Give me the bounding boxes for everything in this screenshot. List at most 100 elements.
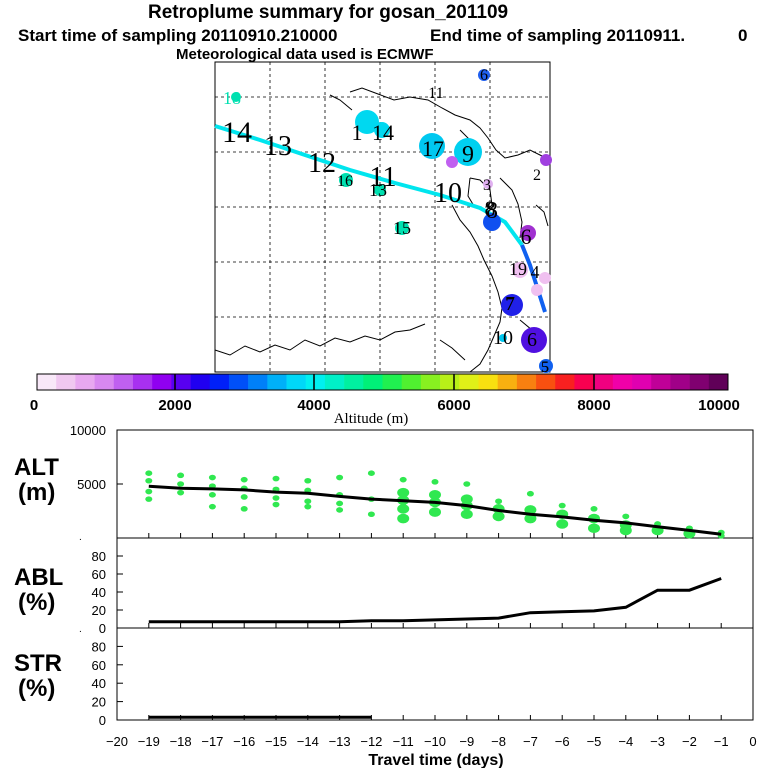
colorbar-swatch xyxy=(363,374,383,390)
alt-spread-dot xyxy=(145,488,153,495)
alt-zero-dot: . xyxy=(79,532,82,543)
colorbar-swatch xyxy=(248,374,268,390)
abl-panel-label: ABL xyxy=(14,564,63,591)
colorbar-swatch xyxy=(56,374,76,390)
alt-spread-dot xyxy=(463,481,471,487)
abl-panel-frame xyxy=(116,537,754,629)
plume-day-label: 1 xyxy=(352,120,363,145)
ytick-label: 20 xyxy=(92,603,106,618)
colorbar-swatch xyxy=(651,374,671,390)
plume-day-label: 17 xyxy=(422,136,444,161)
colorbar-swatch xyxy=(632,374,652,390)
ytick-label: 0 xyxy=(99,713,106,728)
xtick-label: −3 xyxy=(650,734,665,749)
colorbar-swatch xyxy=(152,374,172,390)
sampling-end-text: End time of sampling 20110911. xyxy=(430,26,686,45)
colorbar-swatch xyxy=(670,374,690,390)
plume-day-label: 18 xyxy=(223,88,241,108)
abl-panel-unit: (%) xyxy=(18,589,55,616)
colorbar-swatch xyxy=(267,374,287,390)
colorbar-swatch xyxy=(401,374,422,390)
plume-particle-dot xyxy=(419,133,445,159)
abl-zero-dot: . xyxy=(79,624,82,635)
xtick-label: −5 xyxy=(587,734,602,749)
colorbar-tick-label: 0 xyxy=(30,397,38,414)
alt-spread-dot xyxy=(590,506,598,512)
colorbar-tick-label: 8000 xyxy=(577,397,610,414)
plume-particle-dot xyxy=(520,225,536,241)
plume-day-label: 3 xyxy=(483,177,491,194)
colorbar-swatch xyxy=(708,374,729,390)
colorbar-swatch xyxy=(593,374,614,390)
colorbar-label: Altitude (m) xyxy=(334,411,409,427)
plume-particle-dot xyxy=(499,334,507,342)
xtick-label: −13 xyxy=(329,734,351,749)
colorbar-swatch xyxy=(536,374,556,390)
alt-spread-dot xyxy=(304,503,312,510)
sampling-end-value: 0 xyxy=(738,26,748,45)
alt-panel-unit: (m) xyxy=(18,479,55,506)
plume-particle-dot xyxy=(446,156,458,168)
xtick-label: −18 xyxy=(170,734,192,749)
y-axis-ticks: 10000 5000 80 60 40 20 0 80 60 40 20 0 xyxy=(70,423,123,728)
series-line-1 xyxy=(148,577,722,624)
colorbar-swatch xyxy=(324,374,345,390)
plume-day-label: 7 xyxy=(505,293,515,315)
colorbar-swatch xyxy=(555,374,575,390)
alt-spread-dot xyxy=(145,477,153,484)
plume-particle-dot xyxy=(355,110,379,134)
alt-spread-dot xyxy=(556,519,569,529)
plume-particle-dot xyxy=(512,262,528,278)
colorbar-swatch xyxy=(94,374,115,390)
xtick-label: −8 xyxy=(491,734,506,749)
xtick-label: 0 xyxy=(749,734,756,749)
colorbar-swatch xyxy=(516,374,537,390)
plume-particle-dot xyxy=(501,294,523,316)
xtick-label: −11 xyxy=(393,734,414,749)
str-panel-label: STR xyxy=(14,650,62,677)
altitude-colorbar xyxy=(36,373,729,391)
alt-spread-markers xyxy=(145,470,725,539)
plume-particle-dot xyxy=(478,69,490,81)
alt-spread-dot xyxy=(495,498,503,505)
alt-spread-dot xyxy=(240,494,248,500)
plume-day-label: 8 xyxy=(485,196,496,221)
plume-particle-dot xyxy=(531,284,543,296)
colorbar-tick-labels: 0 2000 4000 6000 8000 10000 xyxy=(30,374,740,414)
plume-day-label: 5 xyxy=(541,359,549,376)
alt-panel-label: ALT xyxy=(14,454,59,481)
colorbar-tick-label: 6000 xyxy=(437,397,470,414)
alt-spread-dot xyxy=(397,504,410,514)
alt-spread-dot xyxy=(272,475,280,482)
alt-ytick-label: 10000 xyxy=(70,423,106,438)
alt-spread-dot xyxy=(492,511,505,522)
x-axis-ticks: −20 −19 −18 −17 −16 −15 −14 −13 −12 −11 −10 −9 −8 −7−… xyxy=(106,533,757,749)
plume-day-label: 10 xyxy=(434,178,462,209)
plume-day-label: 14 xyxy=(372,120,394,145)
plume-particle-dot xyxy=(539,272,551,284)
colorbar-swatch xyxy=(305,374,326,390)
alt-spread-dot xyxy=(208,492,216,498)
plume-day-label: 14 xyxy=(222,116,252,149)
ytick-label: 60 xyxy=(92,658,106,673)
ytick-label: 60 xyxy=(92,567,106,582)
colorbar-swatch xyxy=(171,374,191,390)
colorbar-swatch xyxy=(228,374,249,390)
colorbar-frame xyxy=(36,373,729,391)
colorbar-swatch xyxy=(440,374,460,390)
xtick-label: −9 xyxy=(459,734,474,749)
alt-spread-dot xyxy=(526,490,534,497)
xtick-label: −17 xyxy=(201,734,223,749)
plume-particle-dot xyxy=(374,122,390,138)
ytick-label: 20 xyxy=(92,695,106,710)
alt-spread-dot xyxy=(177,472,185,479)
colorbar-swatch xyxy=(459,374,479,390)
colorbar-swatch xyxy=(132,374,153,390)
alt-spread-dot xyxy=(367,470,375,477)
plume-day-label: 11 xyxy=(370,162,397,193)
alt-spread-dot xyxy=(304,477,312,484)
alt-spread-dot xyxy=(336,474,344,481)
alt-spread-dot xyxy=(431,479,439,485)
